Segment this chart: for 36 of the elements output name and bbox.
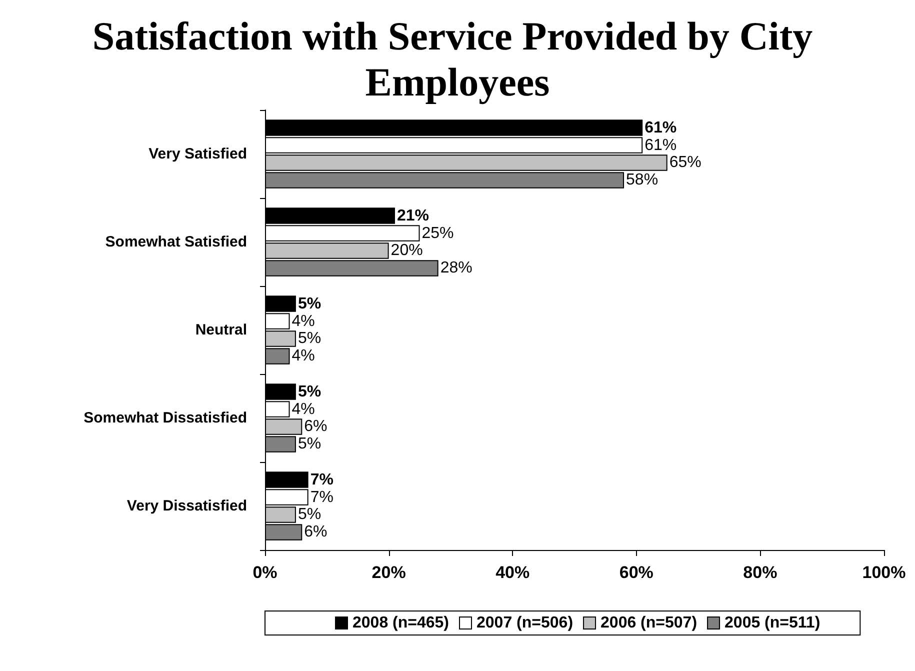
y-tick-label: Very Dissatisfied [126,498,247,514]
x-tick-label: 40% [496,563,530,582]
data-label: 6% [304,524,328,541]
data-label: 4% [292,348,315,365]
data-label: 58% [626,172,658,189]
data-label: 6% [304,418,328,436]
data-label: 7% [310,488,334,506]
legend-label: 2005 (n=511) [724,614,820,632]
x-tick-label: 100% [862,563,906,582]
legend-label: 2007 (n=506) [476,614,574,632]
chart-title: Satisfaction with Service Provided by City Employees [92,14,823,104]
x-tick-label: 20% [372,563,406,582]
y-tick-label: Neutral [195,322,247,338]
data-label: 5% [298,436,322,453]
data-label: 21% [396,207,430,224]
data-label: 28% [440,260,472,277]
legend-label: 2006 (n=507) [600,614,698,632]
data-label: 65% [669,154,702,172]
data-label: 61% [644,119,677,136]
y-tick-label: Somewhat Satisfied [105,234,247,250]
x-tick-label: 80% [743,563,778,582]
x-tick-label: 60% [619,563,654,582]
data-label: 4% [292,312,315,330]
legend-label: 2008 (n=465) [352,614,450,632]
data-label: 5% [298,295,322,312]
data-label: 61% [644,136,677,154]
data-label: 5% [298,330,322,348]
data-label: 20% [390,242,423,260]
data-label: 5% [298,383,322,400]
data-label: 5% [298,506,322,524]
y-tick-label: Very Satisfied [148,146,247,162]
x-tick-label: 0% [252,563,278,582]
data-label: 7% [310,471,334,488]
data-label: 4% [292,400,315,418]
y-tick-label: Somewhat Dissatisfied [84,410,247,426]
data-label: 25% [422,224,454,242]
